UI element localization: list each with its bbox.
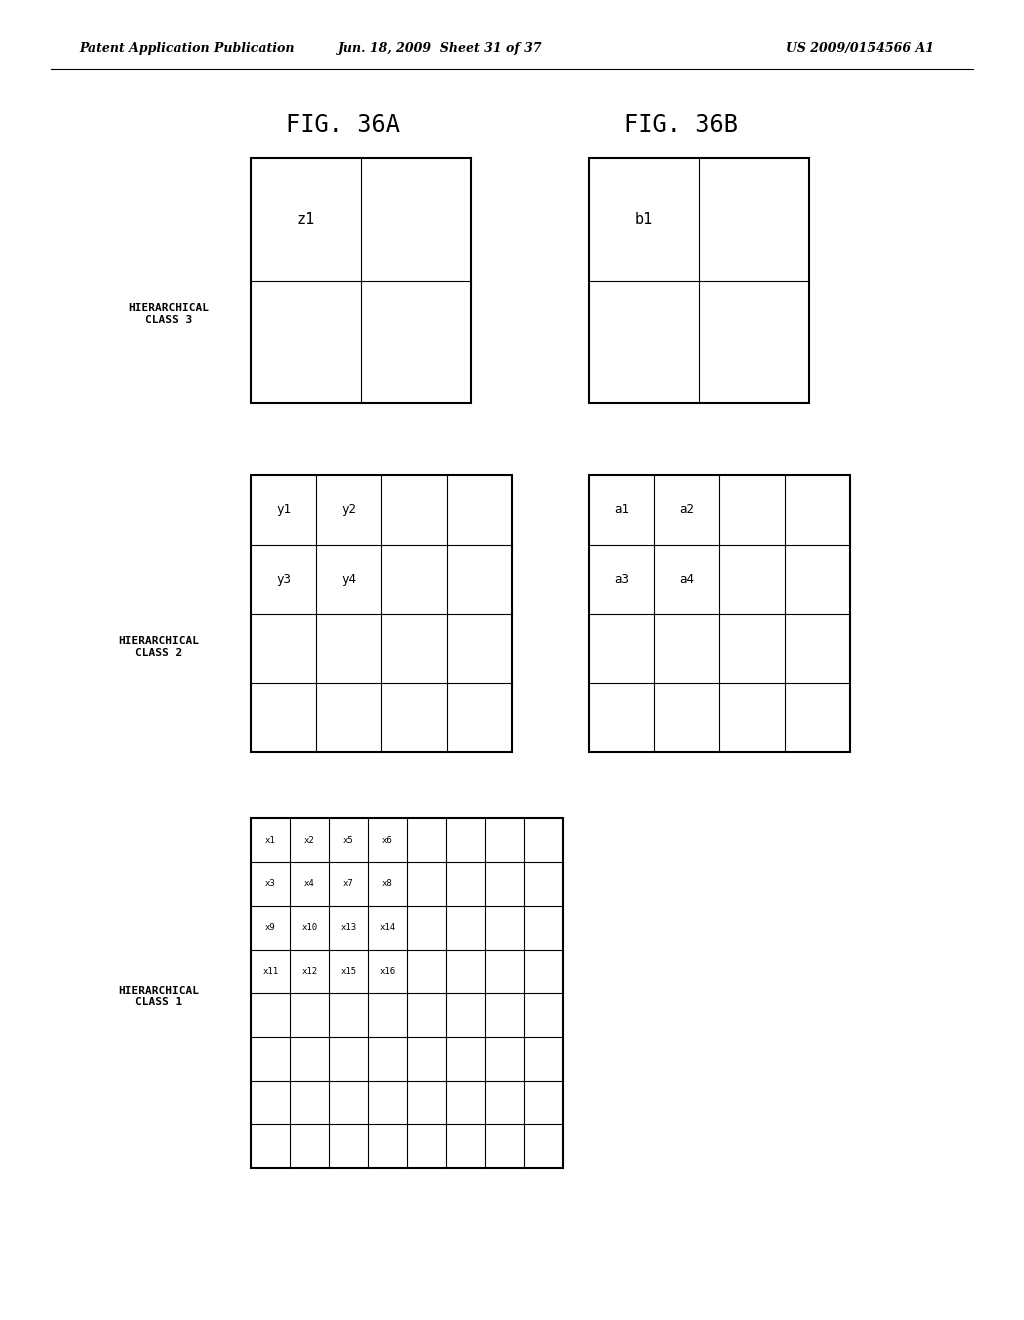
Text: x15: x15 xyxy=(340,968,356,975)
Text: x3: x3 xyxy=(265,879,275,888)
Text: y4: y4 xyxy=(341,573,356,586)
Text: y1: y1 xyxy=(276,503,291,516)
Text: x1: x1 xyxy=(265,836,275,845)
Bar xyxy=(251,475,512,752)
Text: x6: x6 xyxy=(382,836,393,845)
Text: x5: x5 xyxy=(343,836,354,845)
Text: HIERARCHICAL
CLASS 1: HIERARCHICAL CLASS 1 xyxy=(118,986,200,1007)
Text: x16: x16 xyxy=(380,968,395,975)
Text: FIG. 36A: FIG. 36A xyxy=(286,114,400,137)
Text: Jun. 18, 2009  Sheet 31 of 37: Jun. 18, 2009 Sheet 31 of 37 xyxy=(338,42,543,55)
Bar xyxy=(589,158,809,403)
Text: x9: x9 xyxy=(265,923,275,932)
Text: x4: x4 xyxy=(304,879,314,888)
Text: y2: y2 xyxy=(341,503,356,516)
Text: FIG. 36B: FIG. 36B xyxy=(624,114,738,137)
Text: z1: z1 xyxy=(297,213,315,227)
Text: x11: x11 xyxy=(262,968,279,975)
Text: x12: x12 xyxy=(301,968,317,975)
Text: x14: x14 xyxy=(380,923,395,932)
Text: b1: b1 xyxy=(635,213,653,227)
Text: y3: y3 xyxy=(276,573,291,586)
Text: x2: x2 xyxy=(304,836,314,845)
Text: a1: a1 xyxy=(614,503,629,516)
Text: x7: x7 xyxy=(343,879,354,888)
Bar xyxy=(251,158,471,403)
Text: HIERARCHICAL
CLASS 2: HIERARCHICAL CLASS 2 xyxy=(118,636,200,657)
Text: a3: a3 xyxy=(614,573,629,586)
Text: US 2009/0154566 A1: US 2009/0154566 A1 xyxy=(786,42,934,55)
Bar xyxy=(589,475,850,752)
Text: Patent Application Publication: Patent Application Publication xyxy=(79,42,294,55)
Text: a4: a4 xyxy=(679,573,694,586)
Text: x10: x10 xyxy=(301,923,317,932)
Text: HIERARCHICAL
CLASS 3: HIERARCHICAL CLASS 3 xyxy=(128,304,210,325)
Bar xyxy=(251,818,563,1168)
Text: x13: x13 xyxy=(340,923,356,932)
Text: x8: x8 xyxy=(382,879,393,888)
Text: a2: a2 xyxy=(679,503,694,516)
